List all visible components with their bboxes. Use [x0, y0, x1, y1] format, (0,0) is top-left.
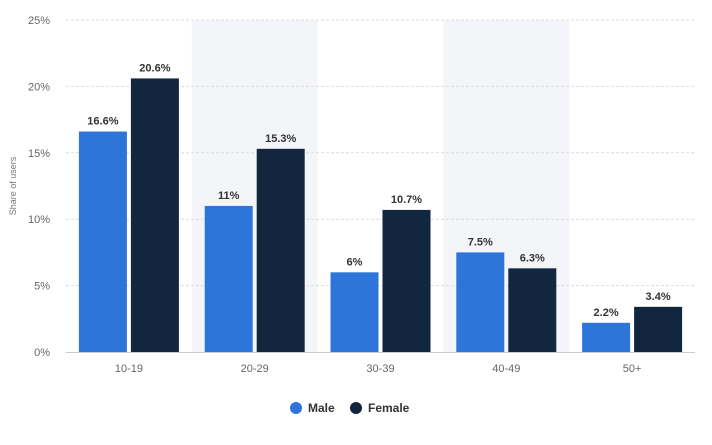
bar-male-40-49[interactable]	[456, 252, 505, 352]
x-category-label: 30-39	[366, 363, 394, 375]
legend-label: Male	[308, 401, 335, 415]
y-tick-label: 5%	[34, 281, 50, 293]
data-label-male-10-19: 16.6%	[87, 116, 118, 128]
legend-item-female[interactable]: Female	[350, 401, 410, 415]
data-labels: 16.6% 20.6% 11% 15.3% 6% 10.7% 7.5% 6.3% 2.2% 3.4…	[87, 62, 671, 318]
y-tick-label: 25%	[28, 15, 50, 27]
data-label-female-50+: 3.4%	[646, 291, 671, 303]
x-category-label: 20-29	[241, 363, 269, 375]
legend-item-male[interactable]: Male	[290, 401, 335, 415]
legend-label: Female	[368, 401, 410, 415]
x-axis-categories: 10-19 20-29 30-39 40-49 50+	[115, 363, 642, 375]
data-label-female-30-39: 10.7%	[391, 194, 422, 206]
bar-female-40-49[interactable]	[508, 268, 557, 352]
data-label-female-20-29: 15.3%	[265, 133, 296, 145]
bar-male-30-39[interactable]	[330, 272, 379, 352]
data-label-male-20-29: 11%	[218, 190, 240, 202]
bar-male-10-19[interactable]	[78, 131, 127, 352]
data-label-male-40-49: 7.5%	[468, 236, 493, 248]
bar-male-50+[interactable]	[582, 322, 631, 352]
y-tick-label: 10%	[28, 214, 50, 226]
data-label-male-50+: 2.2%	[594, 307, 619, 319]
data-label-female-40-49: 6.3%	[520, 252, 545, 264]
y-tick-label: 15%	[28, 148, 50, 160]
bars	[78, 78, 683, 352]
x-category-label: 40-49	[492, 363, 520, 375]
y-axis-ticks: 0% 5% 10% 15% 20% 25%	[28, 15, 50, 359]
bar-male-20-29[interactable]	[204, 205, 253, 352]
x-category-label: 50+	[623, 363, 642, 375]
legend-marker-icon	[350, 402, 362, 414]
x-category-label: 10-19	[115, 363, 143, 375]
data-label-female-10-19: 20.6%	[139, 62, 170, 74]
legend-marker-icon	[290, 402, 302, 414]
bar-female-30-39[interactable]	[382, 209, 431, 352]
y-tick-label: 20%	[28, 81, 50, 93]
y-axis-title: Share of users	[8, 156, 18, 215]
bar-female-10-19[interactable]	[130, 78, 179, 352]
y-tick-label: 0%	[34, 347, 50, 359]
bar-female-50+[interactable]	[634, 306, 683, 352]
legend[interactable]: Male Female	[290, 401, 410, 415]
data-label-male-30-39: 6%	[347, 256, 363, 268]
bar-female-20-29[interactable]	[256, 148, 305, 352]
